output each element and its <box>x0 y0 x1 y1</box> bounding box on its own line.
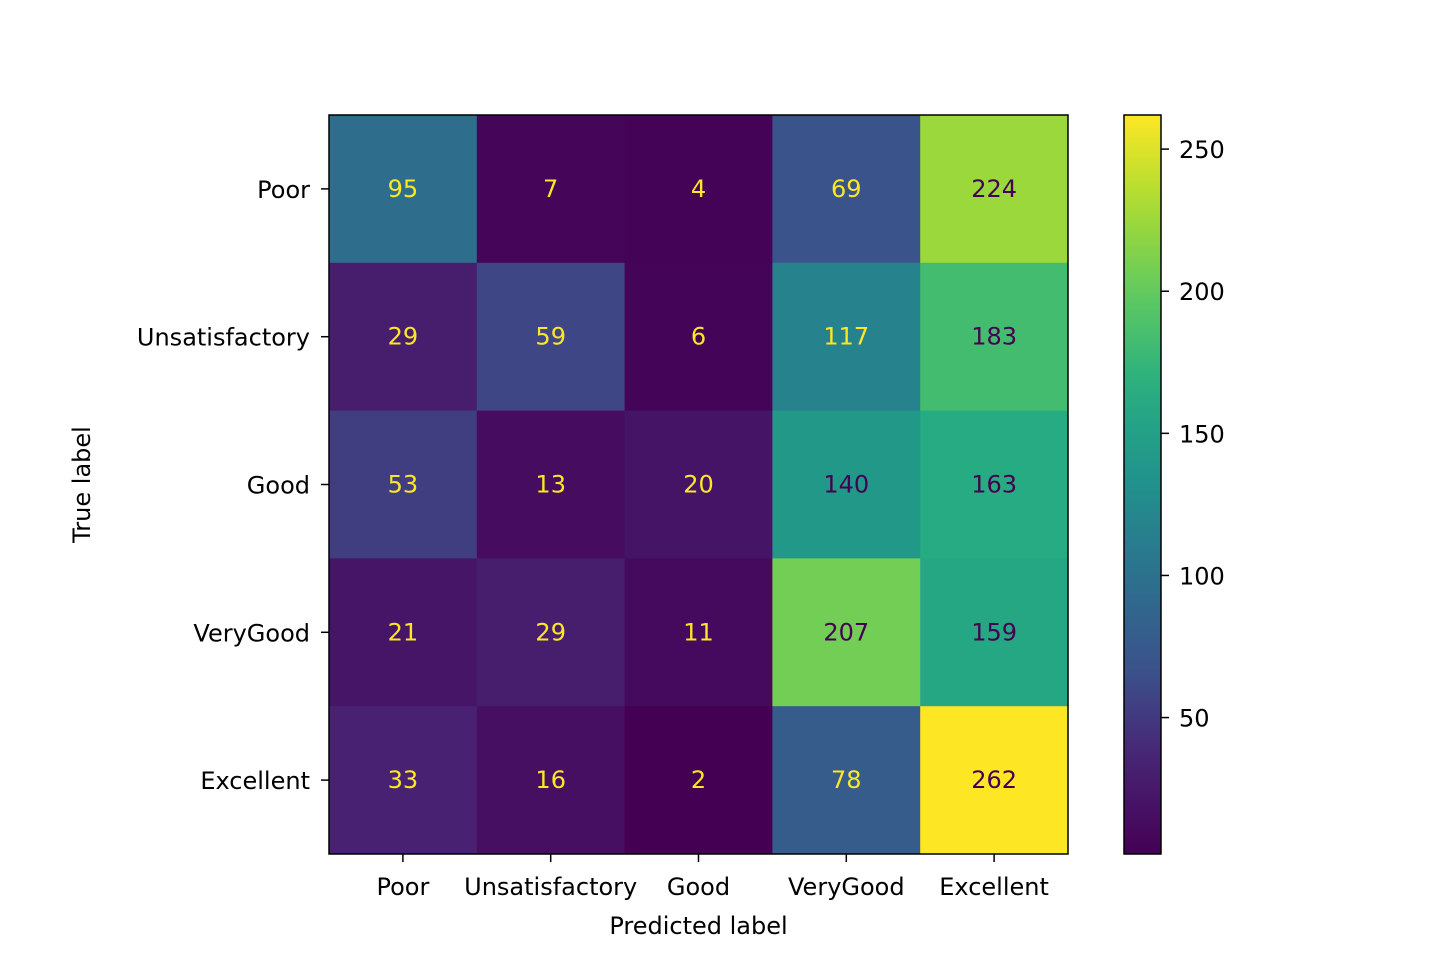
heatmap-cell-r3-c3 <box>772 558 921 707</box>
heatmap-cell-r1-c3 <box>772 262 921 412</box>
colorbar-tick-label-0: 50 <box>1179 705 1210 733</box>
y-axis-ticks: Poor Unsatisfactory Good VeryGood Excellent <box>137 176 329 795</box>
heatmap-cell-r1-c2 <box>624 262 773 412</box>
colorbar-frame <box>1123 114 1162 855</box>
cell-value-r4-c3: 78 <box>831 766 862 794</box>
x-tick-label-1: Unsatisfactory <box>464 873 637 901</box>
heatmap-cell-r0-c4 <box>920 115 1069 264</box>
cell-value-r1-c0: 29 <box>388 323 419 351</box>
heatmap-cell-r1-c0 <box>329 262 478 412</box>
cell-value-r3-c2: 11 <box>683 618 714 646</box>
y-tick-label-3: VeryGood <box>193 619 310 647</box>
cell-value-r0-c2: 4 <box>691 175 706 203</box>
cell-value-r3-c3: 207 <box>823 618 869 646</box>
colorbar-tick-label-4: 250 <box>1179 136 1225 164</box>
cell-value-r0-c4: 224 <box>971 175 1017 203</box>
heatmap-cell-r2-c2 <box>624 410 773 559</box>
heatmap-cell-r3-c2 <box>624 558 773 707</box>
heatmap-cell-r4-c2 <box>624 706 773 855</box>
y-tick-label-0: Poor <box>257 176 310 204</box>
colorbar-tick-label-1: 100 <box>1179 562 1225 590</box>
x-tick-label-2: Good <box>667 873 730 901</box>
y-tick-label-2: Good <box>247 472 310 500</box>
heatmap-cells <box>329 115 1069 855</box>
heatmap-cell-r0-c3 <box>772 115 921 264</box>
cell-value-r4-c4: 262 <box>971 766 1017 794</box>
cell-value-r4-c0: 33 <box>388 766 419 794</box>
y-tick-label-1: Unsatisfactory <box>137 324 310 352</box>
heatmap-cell-r1-c1 <box>476 262 626 412</box>
cell-value-r2-c0: 53 <box>388 471 419 499</box>
heatmap-cell-labels: 95 7 4 69 224 29 59 6 117 183 53 13 20 140 163 21 29 11 20… <box>388 175 1017 794</box>
cell-value-r1-c2: 6 <box>691 323 706 351</box>
heatmap-cell-r3-c4 <box>920 558 1069 707</box>
cell-value-r3-c1: 29 <box>535 618 566 646</box>
cell-value-r2-c2: 20 <box>683 471 714 499</box>
cell-value-r0-c3: 69 <box>831 175 862 203</box>
heatmap-cell-r4-c1 <box>476 706 626 855</box>
heatmap-cell-r2-c0 <box>329 410 478 559</box>
heatmap-cell-r1-c4 <box>920 262 1069 412</box>
x-axis-label: Predicted label <box>609 912 787 940</box>
cell-value-r3-c0: 21 <box>388 618 419 646</box>
heatmap-cell-r3-c0 <box>329 558 478 707</box>
cell-value-r3-c4: 159 <box>971 618 1017 646</box>
cell-value-r1-c4: 183 <box>971 323 1017 351</box>
y-axis-label: True label <box>68 426 96 544</box>
heatmap-cell-r4-c4 <box>920 706 1069 855</box>
heatmap-cell-r0-c1 <box>476 115 626 264</box>
cell-value-r1-c1: 59 <box>535 323 566 351</box>
heatmap-cell-r0-c2 <box>624 115 773 264</box>
x-tick-label-4: Excellent <box>939 873 1049 901</box>
heatmap-cell-r4-c3 <box>772 706 921 855</box>
cell-value-r4-c1: 16 <box>535 766 566 794</box>
colorbar-ticks: 50 100 150 200 250 <box>1161 136 1225 733</box>
heatmap-cell-r3-c1 <box>476 558 626 707</box>
x-tick-label-3: VeryGood <box>788 873 905 901</box>
cell-value-r1-c3: 117 <box>823 323 869 351</box>
cell-value-r2-c1: 13 <box>535 471 566 499</box>
cell-value-r0-c0: 95 <box>388 175 419 203</box>
heatmap-cell-r2-c4 <box>920 410 1069 559</box>
cell-value-r2-c4: 163 <box>971 471 1017 499</box>
x-tick-label-0: Poor <box>376 873 429 901</box>
y-tick-label-4: Excellent <box>200 767 310 795</box>
colorbar-tick-label-2: 150 <box>1179 420 1225 448</box>
colorbar-tick-label-3: 200 <box>1179 278 1225 306</box>
x-axis-ticks: Poor Unsatisfactory Good VeryGood Excellent <box>376 854 1049 901</box>
colorbar <box>1124 115 1161 854</box>
heatmap-cell-r2-c3 <box>772 410 921 559</box>
heatmap-cell-r0-c0 <box>329 115 478 264</box>
cell-value-r2-c3: 140 <box>823 471 869 499</box>
cell-value-r4-c2: 2 <box>691 766 706 794</box>
heatmap-cell-r2-c1 <box>476 410 626 559</box>
heatmap-cell-r4-c0 <box>329 706 478 855</box>
cell-value-r0-c1: 7 <box>543 175 558 203</box>
